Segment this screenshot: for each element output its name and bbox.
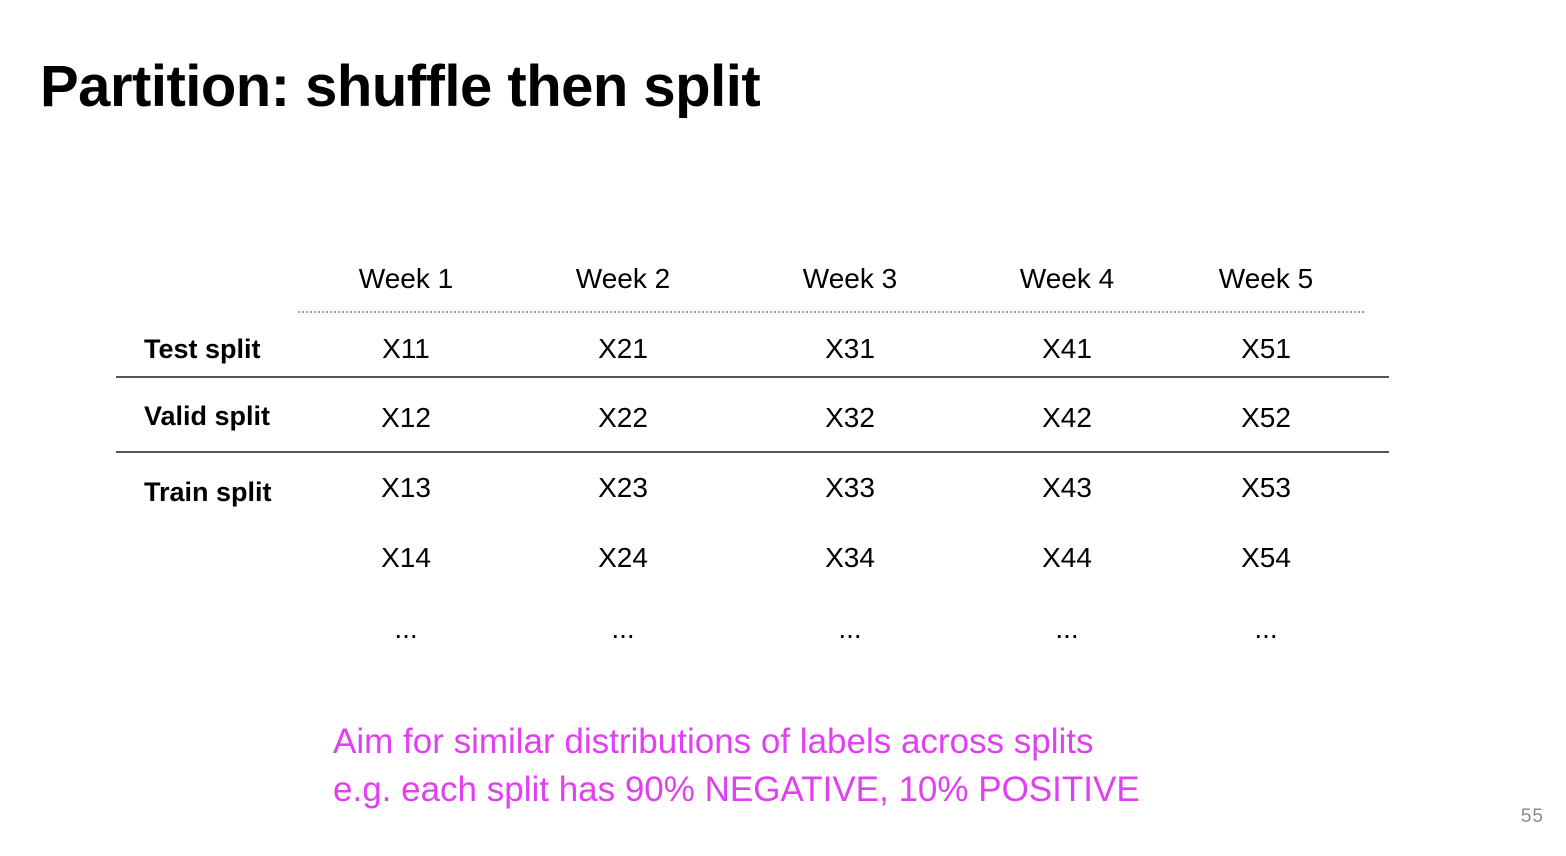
- table-cell: X33: [825, 472, 875, 503]
- column-header-week-4: Week 4: [1019, 263, 1115, 294]
- row-label-train-split: Train split: [144, 477, 272, 507]
- table-cell: X21: [598, 333, 648, 364]
- table-cell: X24: [598, 542, 648, 573]
- table-cell: X52: [1241, 402, 1291, 433]
- table-cell: X12: [381, 402, 431, 433]
- header-divider: [298, 311, 1364, 313]
- valid-train-divider: [116, 451, 1389, 453]
- table-cell: X42: [1042, 402, 1092, 433]
- note-line-example: e.g. each split has 90% NEGATIVE, 10% PO…: [333, 770, 1140, 809]
- table-cell: X54: [1241, 542, 1291, 573]
- page-number: 55: [1520, 806, 1544, 827]
- table-cell: X51: [1241, 333, 1291, 364]
- table-cell-ellipsis: ...: [1055, 613, 1079, 644]
- table-cell: X43: [1042, 472, 1092, 503]
- row-label-valid-split: Valid split: [144, 401, 271, 431]
- table-cell-ellipsis: ...: [1254, 613, 1278, 644]
- table-cell: X31: [825, 333, 875, 364]
- table-cell: X44: [1042, 542, 1092, 573]
- table-cell-ellipsis: ...: [838, 613, 862, 644]
- table-cell: X22: [598, 402, 648, 433]
- slide-title: Partition: shuffle then split: [40, 54, 761, 119]
- column-header-week-3: Week 3: [802, 263, 898, 294]
- table-cell: X13: [381, 472, 431, 503]
- table-cell-ellipsis: ...: [394, 613, 418, 644]
- table-cell: X41: [1042, 333, 1092, 364]
- table-cell: X53: [1241, 472, 1291, 503]
- column-header-week-2: Week 2: [575, 263, 671, 294]
- table-cell-ellipsis: ...: [611, 613, 635, 644]
- note-line-distribution: Aim for similar distributions of labels …: [333, 722, 1094, 761]
- column-header-week-1: Week 1: [358, 263, 454, 294]
- test-valid-divider: [116, 376, 1389, 378]
- row-label-test-split: Test split: [144, 334, 261, 364]
- table-cell: X14: [381, 542, 431, 573]
- table-cell: X32: [825, 402, 875, 433]
- table-cell: X23: [598, 472, 648, 503]
- table-cell: X34: [825, 542, 875, 573]
- table-cell: X11: [382, 333, 430, 364]
- column-header-week-5: Week 5: [1218, 263, 1314, 294]
